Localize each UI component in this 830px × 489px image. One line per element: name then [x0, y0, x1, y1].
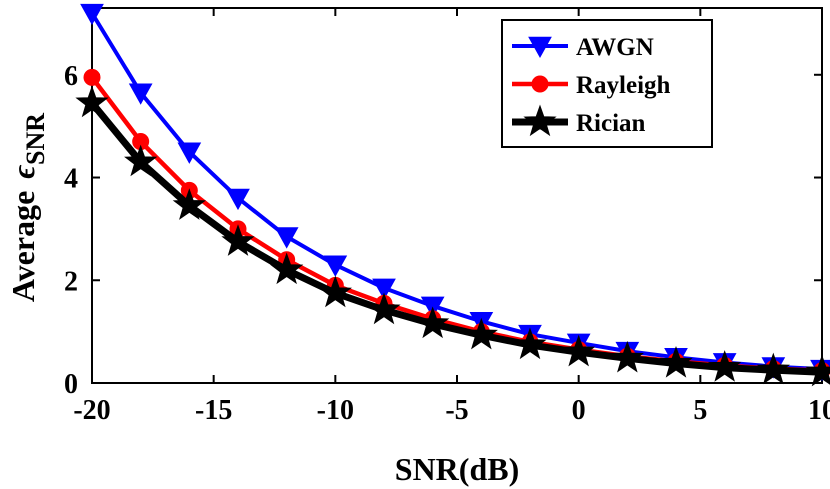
data-point-rician: [367, 292, 401, 325]
y-axis-title-main: Average: [5, 191, 41, 302]
data-point-rician: [659, 345, 693, 378]
data-point-rician: [513, 327, 547, 360]
x-tick-label: -20: [73, 395, 110, 426]
x-tick-label: 5: [693, 395, 707, 426]
data-point-rician: [708, 350, 742, 382]
x-tick-label: 0: [572, 395, 586, 426]
y-axis-title-subscript: SNR: [21, 113, 50, 165]
series-rician: [75, 85, 830, 387]
data-point-rician: [756, 352, 790, 385]
data-point-awgn: [372, 278, 396, 300]
data-point-rician: [318, 275, 352, 308]
legend-item-rician: Rician: [512, 104, 646, 137]
data-point-awgn: [177, 142, 202, 164]
data-point-rician: [805, 354, 830, 387]
legend-label: AWGN: [576, 34, 654, 61]
data-point-awgn: [323, 255, 348, 277]
series-line-rician: [89, 100, 823, 376]
data-point-rician: [464, 317, 498, 350]
legend-item-awgn: AWGN: [512, 34, 654, 61]
legend-marker: [528, 36, 552, 59]
data-point-rician: [172, 188, 206, 220]
x-tick-label: 10: [808, 395, 830, 426]
series-layer: [75, 3, 830, 387]
data-point-rician: [416, 306, 450, 339]
y-tick-label: 0: [64, 369, 78, 400]
data-point-rician: [562, 334, 596, 367]
x-tick-label: -10: [317, 395, 354, 426]
y-tick-label: 2: [64, 266, 78, 297]
y-axis-title-symbol: ϵ: [5, 165, 41, 179]
legend-marker: [523, 104, 557, 137]
legend: AWGN Rayleigh Rician: [501, 19, 713, 148]
legend-label: Rayleigh: [576, 72, 671, 99]
legend-item-rayleigh: Rayleigh: [512, 72, 671, 99]
data-point-rician: [610, 340, 644, 373]
axis-ticks: -20 -15 -10 -5 0 5 10 0 2 4 6: [64, 8, 830, 426]
x-axis-title: SNR(dB): [395, 451, 519, 487]
data-point-rayleigh: [83, 68, 101, 86]
legend-label: Rician: [576, 110, 646, 137]
data-point-rician: [270, 252, 304, 285]
data-point-rician: [75, 85, 109, 118]
x-tick-label: -15: [195, 395, 232, 426]
y-tick-label: 4: [64, 164, 78, 195]
data-point-awgn: [226, 188, 250, 211]
y-axis-title: Average ϵSNR: [5, 113, 50, 302]
series-line-awgn: [90, 12, 823, 372]
data-point-awgn: [128, 83, 153, 105]
data-point-rician: [124, 144, 158, 177]
data-point-awgn: [274, 227, 299, 249]
y-tick-label: 6: [64, 61, 78, 92]
data-point-rician: [221, 224, 255, 256]
x-tick-label: -5: [445, 395, 468, 426]
legend-marker: [531, 75, 549, 93]
data-point-awgn: [80, 3, 104, 26]
